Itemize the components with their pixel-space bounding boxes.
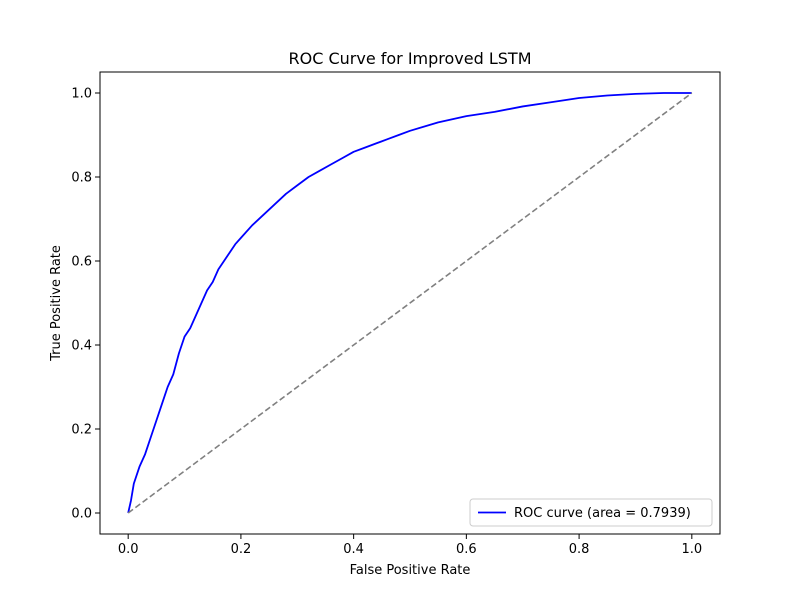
x-tick-label: 1.0 — [681, 542, 702, 557]
chart-title: ROC Curve for Improved LSTM — [288, 49, 531, 68]
x-tick-label: 0.0 — [118, 542, 139, 557]
y-tick-label: 0.2 — [71, 423, 92, 438]
y-axis-label: True Positive Rate — [49, 245, 64, 362]
x-tick-label: 0.4 — [343, 542, 364, 557]
legend-label-roc: ROC curve (area = 0.7939) — [514, 506, 691, 521]
y-tick-label: 0.6 — [71, 255, 92, 270]
y-tick-label: 0.8 — [71, 171, 92, 186]
legend-box — [469, 498, 713, 527]
x-tick-label: 0.8 — [569, 542, 590, 557]
x-axis-label: False Positive Rate — [350, 563, 471, 578]
x-tick-label: 0.2 — [231, 542, 252, 557]
plot-frame — [99, 71, 721, 535]
roc-curve-line — [127, 92, 692, 514]
y-tick-label: 0.4 — [71, 339, 92, 354]
plot-layer: 0.0 0.2 0.4 0.6 0.8 1.0 0.0 0.2 0.4 0.6 0.8 1.0 ROC … — [71, 71, 721, 557]
x-tick-label: 0.6 — [456, 542, 477, 557]
y-tick-label: 0.0 — [71, 507, 92, 522]
chance-diagonal-line — [127, 92, 693, 514]
y-tick-label: 1.0 — [71, 87, 92, 102]
